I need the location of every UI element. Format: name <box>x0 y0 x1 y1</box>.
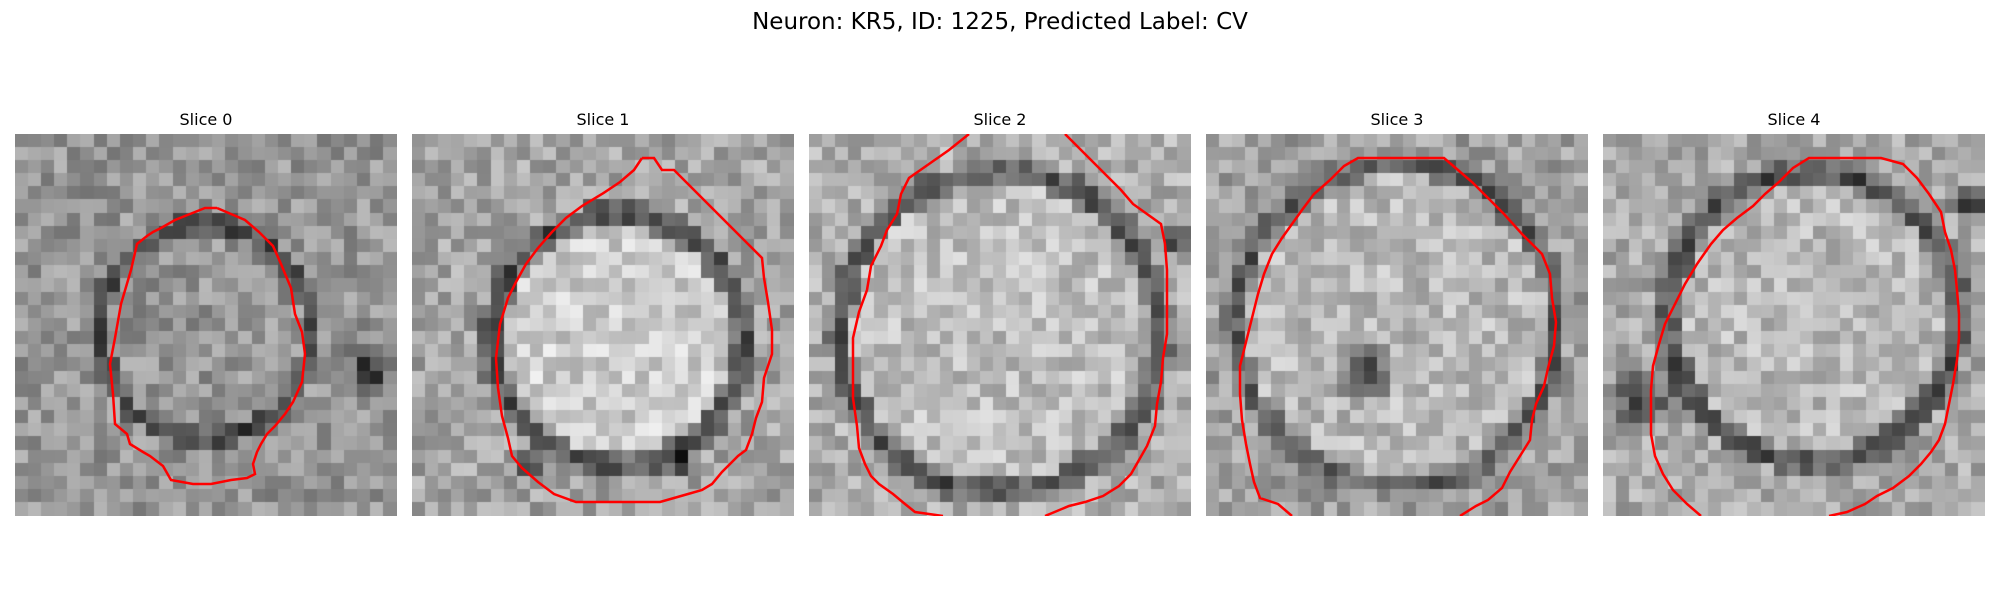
slice-image-3 <box>1206 134 1588 516</box>
red-contour-0 <box>108 206 307 486</box>
red-contour-3 <box>1238 156 1558 516</box>
slice-title-1: Slice 1 <box>576 110 630 129</box>
slice-panel-2: Slice 2 <box>809 110 1191 522</box>
slice-title-2: Slice 2 <box>973 110 1027 129</box>
slice-contour-3 <box>1238 156 1558 516</box>
slice-image-1 <box>412 134 794 516</box>
slice-image-4 <box>1603 134 1985 516</box>
red-contour-1 <box>494 156 774 504</box>
red-contour-2 <box>851 134 970 516</box>
slice-panel-0: Slice 0 <box>15 110 397 522</box>
slice-title-0: Slice 0 <box>179 110 233 129</box>
slice-panel-3: Slice 3 <box>1206 110 1588 522</box>
slice-title-4: Slice 4 <box>1767 110 1821 129</box>
slice-contour-0 <box>108 206 307 486</box>
red-contour-4 <box>1649 156 1961 516</box>
slice-title-3: Slice 3 <box>1370 110 1424 129</box>
slice-contour-4 <box>1649 156 1961 516</box>
slice-panel-4: Slice 4 <box>1603 110 1985 522</box>
figure-title: Neuron: KR5, ID: 1225, Predicted Label: … <box>752 9 1248 35</box>
slice-panel-1: Slice 1 <box>412 110 794 522</box>
red-contour-2b <box>1044 134 1169 516</box>
slice-contour-1 <box>494 156 774 504</box>
slice-image-0 <box>15 134 397 516</box>
slice-contour-2 <box>851 134 1169 516</box>
